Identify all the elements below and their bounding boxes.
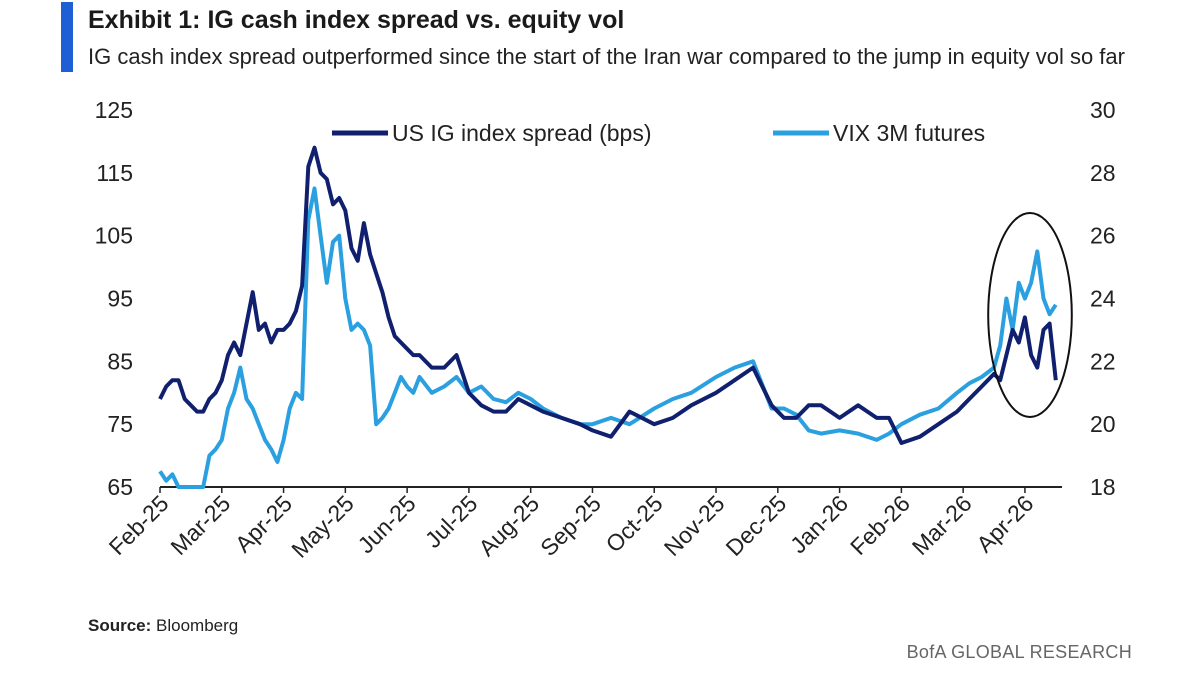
- x-tick-label: Feb-25: [104, 490, 174, 560]
- source-label: Source:: [88, 616, 152, 635]
- x-tick-label: May-25: [286, 490, 359, 563]
- y-left-tick-label: 115: [96, 160, 133, 186]
- y-left-tick-label: 105: [95, 223, 133, 249]
- x-tick-label: Nov-25: [659, 490, 730, 561]
- source-text: Bloomberg: [156, 616, 239, 635]
- legend-label-ig: US IG index spread (bps): [392, 120, 652, 146]
- y-left-tick-label: 65: [107, 474, 133, 500]
- annotation-ellipse: [987, 212, 1073, 418]
- series-line-us-ig-index-spread: [158, 145, 1058, 445]
- y-right-tick-label: 24: [1090, 286, 1116, 312]
- chart-title: Exhibit 1: IG cash index spread vs. equi…: [88, 6, 625, 34]
- x-tick-label: Mar-26: [907, 490, 977, 560]
- y-right-tick-label: 26: [1090, 223, 1116, 249]
- y-right-tick-label: 28: [1090, 160, 1116, 186]
- y-left-tick-label: 125: [95, 97, 133, 123]
- y-axis-left: 125 115 105 95 85 75 65: [95, 97, 133, 500]
- y-left-tick-label: 75: [107, 411, 133, 437]
- x-tick-label: Dec-25: [721, 490, 792, 561]
- y-right-tick-label: 20: [1090, 411, 1116, 437]
- legend: US IG index spread (bps) VIX 3M futures: [332, 120, 985, 146]
- x-tick-label: Apr-25: [230, 490, 297, 557]
- y-left-tick-label: 85: [107, 348, 133, 374]
- x-tick-label: Mar-25: [165, 490, 235, 560]
- legend-label-vix: VIX 3M futures: [833, 120, 985, 146]
- y-right-tick-label: 30: [1090, 97, 1116, 123]
- x-tick-label: Feb-26: [845, 490, 915, 560]
- source-note: Source: Bloomberg: [88, 616, 238, 636]
- x-tick-label: Jan-26: [785, 490, 853, 558]
- y-right-tick-label: 22: [1090, 348, 1116, 374]
- x-tick-label: Oct-25: [601, 490, 668, 557]
- x-tick-label: Jun-25: [353, 490, 421, 558]
- series-line-vix-3m-futures: [158, 186, 1058, 489]
- x-tick-label: Aug-25: [473, 490, 544, 561]
- chart-subtitle: IG cash index spread outperformed since …: [88, 44, 1125, 69]
- brand-footer: BofA GLOBAL RESEARCH: [906, 642, 1132, 662]
- y-left-tick-label: 95: [107, 286, 133, 312]
- title-accent-bar: [61, 2, 73, 72]
- y-right-tick-label: 18: [1090, 474, 1116, 500]
- x-tick-label: Sep-25: [535, 490, 606, 561]
- y-axis-right: 30 28 26 24 22 20 18: [1090, 97, 1116, 500]
- x-tick-label: Apr-26: [971, 490, 1038, 557]
